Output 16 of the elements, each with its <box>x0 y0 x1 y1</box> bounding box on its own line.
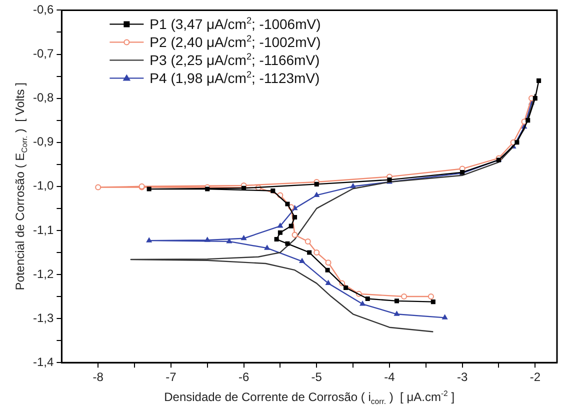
y-tick-label: -1,1 <box>32 222 54 237</box>
y-tick-label: -0,7 <box>32 46 54 61</box>
y-tick-label: -1,0 <box>32 178 54 193</box>
x-tick-label: -6 <box>238 370 250 384</box>
y-tick-label: -0,9 <box>32 134 54 149</box>
y-tick-label: -0,8 <box>32 90 54 105</box>
x-tick-label: -4 <box>384 370 396 384</box>
x-tick-label: -3 <box>456 370 468 384</box>
y-tick-label: -1,3 <box>32 310 54 325</box>
x-tick-label: -5 <box>311 370 322 384</box>
y-tick-label: -1,4 <box>32 354 54 369</box>
x-tick-label: -8 <box>92 370 104 384</box>
x-tick-label: -7 <box>166 370 177 384</box>
x-tick-label: -2 <box>530 370 541 384</box>
y-tick-label: -1,2 <box>32 266 54 281</box>
y-tick-label: -0,6 <box>32 2 54 17</box>
